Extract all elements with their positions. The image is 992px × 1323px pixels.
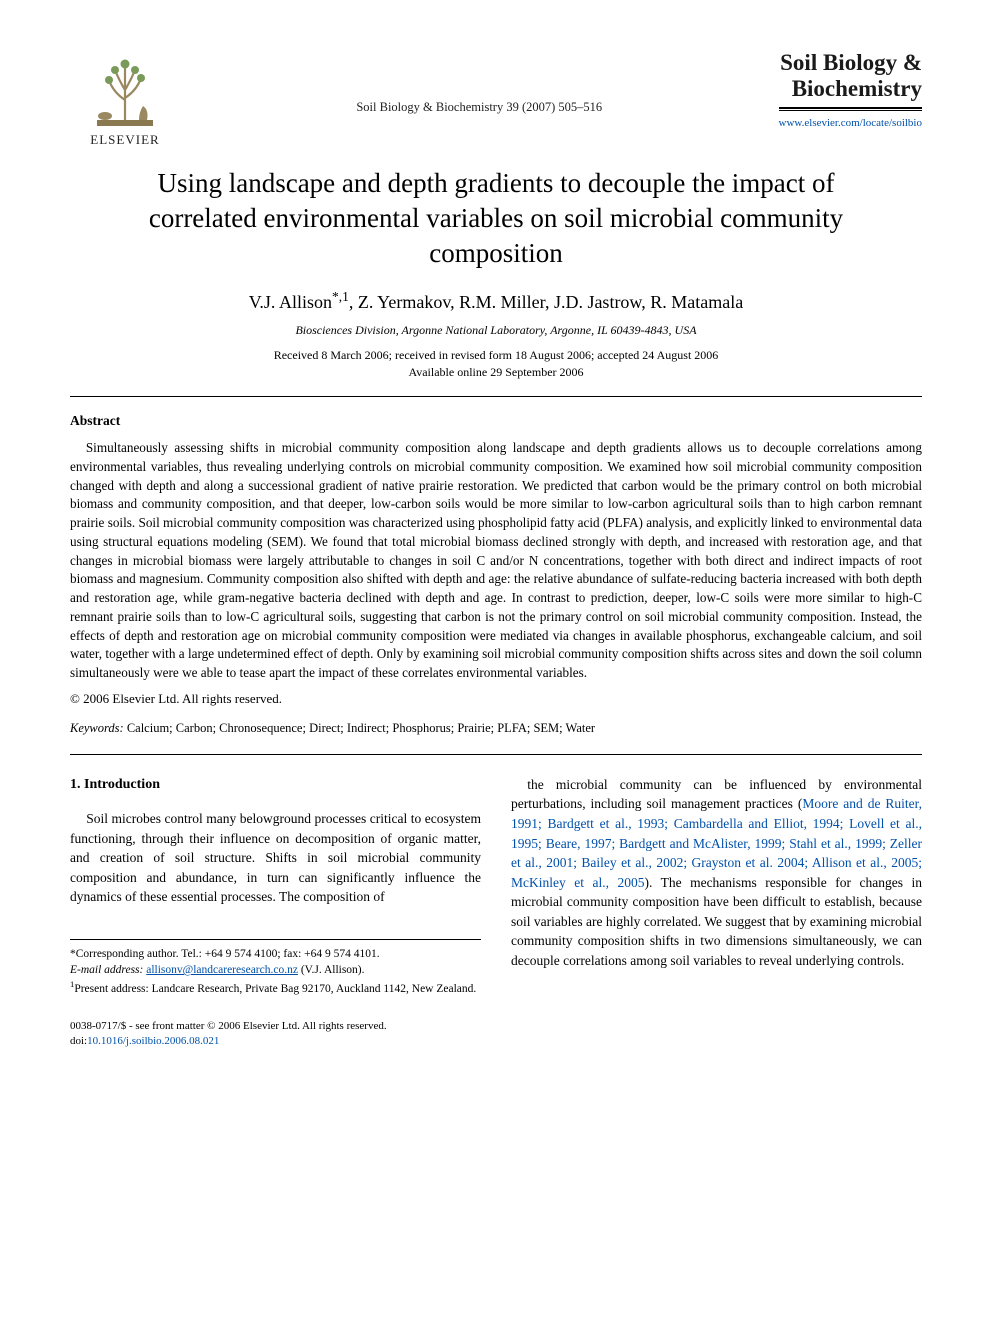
rule-above-abstract — [70, 396, 922, 397]
brand-rule — [779, 107, 922, 109]
author-list: V.J. Allison*,1, Z. Yermakov, R.M. Mille… — [70, 289, 922, 313]
doi-link[interactable]: 10.1016/j.soilbio.2006.08.021 — [87, 1035, 219, 1047]
dates-online: Available online 29 September 2006 — [70, 365, 922, 380]
footnote-email-link[interactable]: allisonv@landcareresearch.co.nz — [146, 964, 298, 976]
abstract-heading: Abstract — [70, 413, 922, 429]
keywords: Keywords: Calcium; Carbon; Chronosequenc… — [70, 721, 922, 736]
keywords-list: Calcium; Carbon; Chronosequence; Direct;… — [127, 721, 595, 735]
doi-line: doi:10.1016/j.soilbio.2006.08.021 — [70, 1034, 481, 1049]
affiliation: Biosciences Division, Argonne National L… — [70, 323, 922, 338]
issn-line: 0038-0717/$ - see front matter © 2006 El… — [70, 1019, 481, 1034]
footnote-note1-text: Present address: Landcare Research, Priv… — [74, 983, 476, 995]
dates-received: Received 8 March 2006; received in revis… — [70, 348, 922, 363]
intro-paragraph-left: Soil microbes control many belowground p… — [70, 809, 481, 907]
footnote-present-address: 1Present address: Landcare Research, Pri… — [70, 978, 481, 997]
brand-rule-thin — [779, 110, 922, 111]
column-right: the microbial community can be influence… — [511, 775, 922, 1049]
intro-paragraph-right: the microbial community can be influence… — [511, 775, 922, 971]
footnotes: *Corresponding author. Tel.: +64 9 574 4… — [70, 939, 481, 997]
abstract-copyright: © 2006 Elsevier Ltd. All rights reserved… — [70, 691, 922, 707]
column-left: 1. Introduction Soil microbes control ma… — [70, 775, 481, 1049]
rule-below-keywords — [70, 754, 922, 755]
body-columns: 1. Introduction Soil microbes control ma… — [70, 775, 922, 1049]
footnote-email: E-mail address: allisonv@landcareresearc… — [70, 962, 481, 978]
header: ELSEVIER Soil Biology & Biochemistry 39 … — [70, 50, 922, 148]
keywords-label: Keywords: — [70, 721, 124, 735]
journal-brand-line2: Biochemistry — [779, 76, 922, 102]
journal-brand-line1: Soil Biology & — [779, 50, 922, 76]
bottom-meta: 0038-0717/$ - see front matter © 2006 El… — [70, 1019, 481, 1049]
journal-url[interactable]: www.elsevier.com/locate/soilbio — [779, 117, 922, 129]
footnote-corresponding: *Corresponding author. Tel.: +64 9 574 4… — [70, 946, 481, 962]
paper-title: Using landscape and depth gradients to d… — [110, 166, 882, 271]
header-citation: Soil Biology & Biochemistry 39 (2007) 50… — [180, 50, 779, 115]
doi-label: doi: — [70, 1035, 87, 1047]
publisher-logo: ELSEVIER — [70, 50, 180, 148]
section-heading-intro: 1. Introduction — [70, 775, 481, 795]
footnote-email-label: E-mail address: — [70, 964, 143, 976]
abstract-body: Simultaneously assessing shifts in micro… — [70, 439, 922, 683]
elsevier-tree-icon — [89, 50, 161, 128]
journal-brand: Soil Biology & Biochemistry www.elsevier… — [779, 50, 922, 129]
abstract-text: Simultaneously assessing shifts in micro… — [70, 439, 922, 683]
publisher-name: ELSEVIER — [90, 132, 159, 148]
footnote-email-person: (V.J. Allison). — [301, 964, 365, 976]
